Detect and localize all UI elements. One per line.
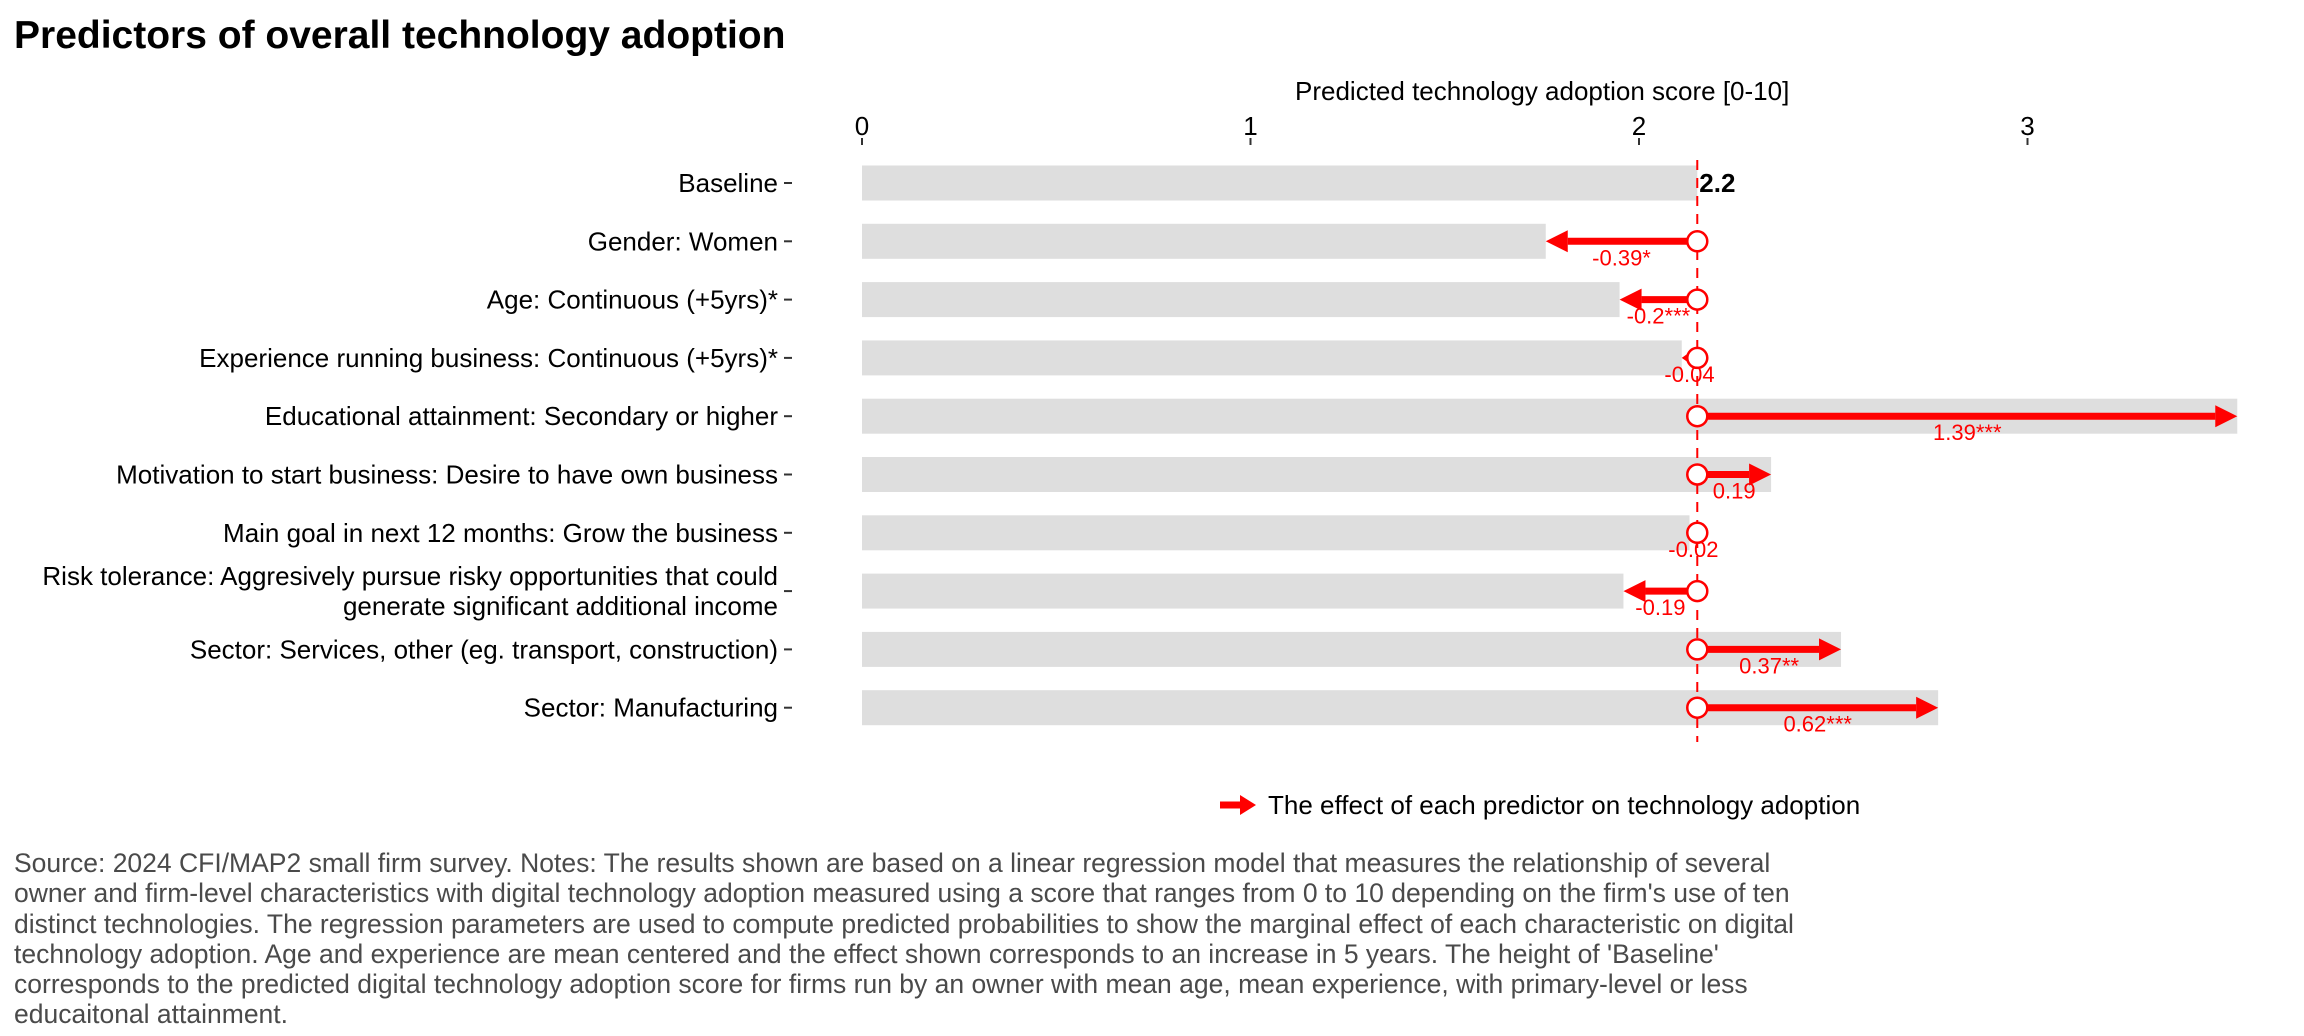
effect-value-label: 1.39*** bbox=[1933, 420, 2002, 445]
baseline-value-label: 2.2 bbox=[1699, 168, 1735, 198]
baseline-marker bbox=[1686, 579, 1709, 603]
category-label: Sector: Services, other (eg. transport, … bbox=[190, 634, 778, 664]
source-note: Source: 2024 CFI/MAP2 small firm survey.… bbox=[14, 848, 1794, 1030]
effect-arrow-head bbox=[2215, 405, 2238, 428]
category-label: Baseline bbox=[678, 168, 778, 198]
effect-arrow-head bbox=[1819, 638, 1842, 661]
effect-value-label: -0.39* bbox=[1592, 245, 1651, 270]
legend-label: The effect of each predictor on technolo… bbox=[1268, 789, 1861, 820]
category-label: Gender: Women bbox=[588, 226, 778, 256]
baseline-marker bbox=[1686, 288, 1709, 311]
x-tick-label: 1 bbox=[1243, 111, 1257, 141]
effect-value-label: -0.02 bbox=[1668, 537, 1718, 562]
baseline-marker bbox=[1686, 638, 1709, 661]
chart-plot: 0 1 2 3 Baseline Gender: Women Age: Continuous… bbox=[42, 111, 2238, 742]
bar bbox=[862, 340, 1682, 376]
effect-value-label: -0.19 bbox=[1635, 595, 1685, 620]
bar bbox=[862, 457, 1772, 492]
baseline-marker bbox=[1686, 463, 1709, 486]
bar bbox=[862, 282, 1620, 318]
x-axis-label: Predicted technology adoption score [0-1… bbox=[1295, 76, 1790, 106]
category-label: Main goal in next 12 months: Grow the bu… bbox=[223, 518, 778, 548]
baseline-marker bbox=[1686, 230, 1709, 253]
category-label: Experience running business: Continuous … bbox=[199, 343, 778, 373]
effect-value-label: 0.37** bbox=[1739, 653, 1799, 678]
effect-value-label: 0.19 bbox=[1713, 479, 1756, 504]
category-label: Motivation to start business: Desire to … bbox=[116, 460, 778, 490]
effect-arrow-head bbox=[1623, 580, 1646, 603]
effect-arrow-head bbox=[1916, 696, 1939, 719]
category-label: Sector: Manufacturing bbox=[524, 693, 778, 723]
bar bbox=[862, 573, 1624, 609]
baseline-marker bbox=[1686, 696, 1709, 719]
effect-arrow-head bbox=[1619, 288, 1642, 311]
effect-value-label: -0.2*** bbox=[1627, 304, 1691, 329]
legend: The effect of each predictor on technolo… bbox=[1218, 787, 1860, 823]
x-tick-label: 0 bbox=[855, 111, 869, 141]
effect-value-label: 0.62*** bbox=[1783, 712, 1852, 737]
effect-arrow-head bbox=[1545, 230, 1568, 253]
bar bbox=[862, 515, 1690, 551]
x-tick-label: 2 bbox=[1632, 111, 1646, 141]
category-label: Age: Continuous (+5yrs)* bbox=[487, 285, 778, 315]
bar bbox=[862, 165, 1698, 201]
bar bbox=[862, 631, 1842, 667]
arrow-right-icon bbox=[1220, 795, 1256, 815]
baseline-marker bbox=[1686, 346, 1709, 370]
baseline-marker bbox=[1686, 521, 1709, 545]
effect-value-label: -0.04 bbox=[1664, 362, 1714, 387]
category-label: Educational attainment: Secondary or hig… bbox=[265, 401, 778, 431]
category-label: Risk tolerance: Aggresively pursue risky… bbox=[42, 561, 778, 621]
x-tick-label: 3 bbox=[2020, 111, 2034, 141]
chart-title: Predictors of overall technology adoptio… bbox=[14, 14, 786, 57]
baseline-marker bbox=[1686, 404, 1709, 428]
bar bbox=[862, 223, 1546, 259]
effect-arrow-head bbox=[1749, 463, 1772, 486]
